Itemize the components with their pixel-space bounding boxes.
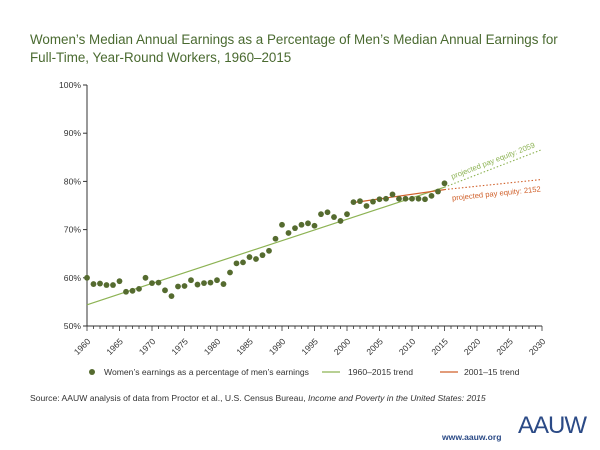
data-point (305, 220, 311, 227)
legend-label-1960: 1960–2015 trend (348, 367, 413, 377)
data-point (84, 274, 90, 281)
data-point (279, 221, 285, 228)
x-tick-label: 1965 (104, 336, 125, 357)
x-tick-label: 1995 (299, 336, 320, 357)
data-point (149, 280, 155, 287)
data-point (136, 285, 142, 292)
data-point (116, 278, 123, 285)
data-point (415, 195, 422, 202)
source-publication: Income and Poverty in the United States:… (307, 393, 486, 403)
x-tick-label: 1990 (267, 336, 288, 357)
data-point (311, 222, 318, 229)
data-point (103, 282, 110, 288)
logo-text: AAUW (518, 412, 587, 439)
x-tick-label: 2020 (462, 336, 483, 357)
y-tick-label: 90% (64, 128, 82, 138)
data-point (162, 287, 168, 294)
data-point (337, 218, 344, 224)
data-points (84, 180, 448, 300)
y-tick-label: 50% (64, 321, 82, 331)
data-point (214, 277, 220, 284)
data-point (324, 209, 331, 216)
data-point (97, 280, 103, 287)
data-point (194, 281, 201, 288)
x-tick-label: 1970 (137, 336, 158, 357)
x-tick-label: 2030 (527, 336, 548, 357)
legend-label-points: Women’s earnings as a percentage of men’… (104, 367, 309, 377)
data-point (409, 195, 415, 202)
data-point (422, 196, 428, 203)
data-point (370, 198, 376, 205)
data-point (435, 188, 441, 195)
data-point (207, 279, 214, 286)
data-point (188, 277, 194, 284)
data-point (363, 203, 370, 209)
x-tick-label: 1960 (72, 336, 93, 357)
data-point (376, 196, 383, 203)
data-point (272, 235, 279, 242)
data-point (428, 192, 435, 199)
data-point (298, 221, 305, 228)
annotations: projected pay equity: 2059 projected pay … (450, 141, 541, 203)
trend-annotation: projected pay equity: 2152 (452, 184, 542, 202)
data-point (220, 281, 227, 287)
data-point (357, 198, 363, 205)
data-point (168, 293, 175, 300)
data-point (331, 214, 337, 220)
data-point (201, 280, 207, 287)
y-tick-label: 100% (59, 80, 81, 90)
x-tick-label: 2015 (429, 336, 450, 357)
x-tick-label: 2010 (397, 336, 418, 357)
y-tick-label: 60% (64, 273, 82, 283)
x-tick-label: 1975 (169, 336, 190, 357)
aauw-logo: AAUW (518, 410, 587, 442)
y-tick-label: 80% (64, 176, 82, 186)
data-point (246, 254, 253, 260)
data-point (389, 191, 396, 198)
trend-line (86, 186, 445, 306)
data-point (227, 269, 233, 276)
legend-label-2001: 2001–15 trend (464, 367, 520, 377)
legend-dot-marker (89, 369, 95, 375)
x-tick-label: 2025 (494, 336, 515, 357)
data-point (396, 195, 402, 202)
data-point (285, 230, 292, 236)
data-point (350, 199, 357, 206)
chart-title: Women’s Median Annual Earnings as a Perc… (30, 32, 558, 65)
data-point (259, 252, 266, 259)
x-tick-label: 2005 (364, 336, 385, 357)
y-tick-label: 70% (64, 225, 82, 235)
chart-axes: 50% 60% 70% 80% 90% 100% 1960 1965 1970 1975 1980 1… (59, 80, 548, 357)
data-point (142, 274, 149, 281)
data-point (344, 211, 350, 218)
data-point (441, 180, 448, 187)
data-point (240, 259, 246, 266)
data-point (402, 195, 409, 202)
x-tick-label: 2000 (332, 336, 353, 357)
x-tick-label: 1985 (234, 336, 255, 357)
data-point (383, 195, 389, 202)
data-point (266, 247, 272, 254)
data-point (90, 281, 97, 287)
website-url[interactable]: www.aauw.org (442, 432, 502, 442)
source-prefix: Source: AAUW analysis of data from Proct… (30, 393, 308, 403)
data-point (155, 279, 162, 286)
data-point (123, 288, 129, 295)
chart-legend: Women’s earnings as a percentage of men’… (89, 367, 520, 377)
data-point (110, 282, 116, 288)
data-point (253, 256, 259, 262)
trend-annotation: projected pay equity: 2059 (450, 141, 536, 181)
data-point (129, 287, 136, 294)
data-point (233, 260, 240, 267)
source-note: Source: AAUW analysis of data from Proct… (30, 393, 590, 403)
data-point (181, 283, 188, 289)
data-point (318, 211, 324, 218)
data-point (292, 225, 298, 232)
data-point (175, 283, 181, 290)
x-tick-label: 1980 (202, 336, 223, 357)
trend-projection (444, 178, 543, 191)
